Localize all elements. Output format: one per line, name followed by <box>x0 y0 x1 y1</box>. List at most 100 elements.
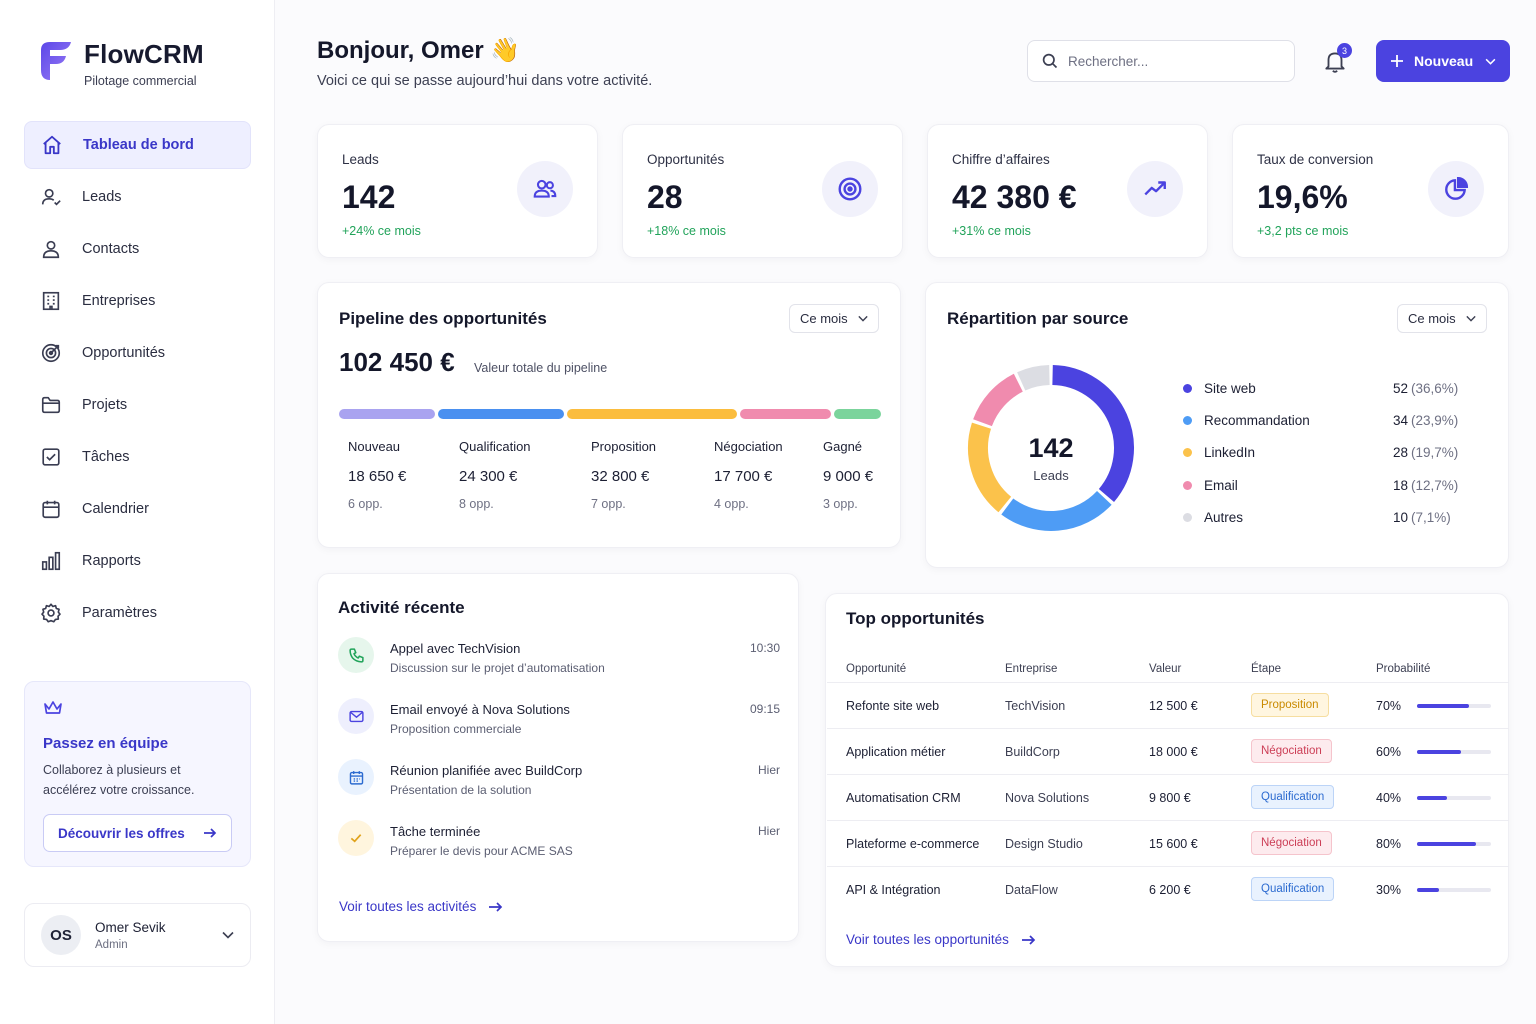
period-label: Ce mois <box>1408 311 1456 326</box>
activity-time: 09:15 <box>749 702 780 716</box>
activity-item[interactable]: Appel avec TechVision Discussion sur le … <box>338 637 780 687</box>
activity-title: Appel avec TechVision <box>390 641 521 656</box>
table-row[interactable]: Plateforme e-commerce Design Studio 15 6… <box>827 820 1509 866</box>
probability-value: 40% <box>1376 791 1402 805</box>
discover-offers-label: Découvrir les offres <box>58 825 185 841</box>
user-name: Omer Sevik <box>95 919 166 935</box>
pipeline-segment-4 <box>834 409 881 419</box>
legend-count: 28 <box>1393 445 1409 460</box>
notifications-button[interactable]: 3 <box>1322 43 1352 76</box>
probability-fill <box>1417 704 1469 708</box>
sidebar-item-taches[interactable]: Tâches <box>24 433 251 481</box>
donut-center-label: Leads <box>1033 468 1069 483</box>
opportunity-value: 6 200 € <box>1149 883 1191 897</box>
probability-bar <box>1417 704 1491 708</box>
column-header: Valeur <box>1149 663 1182 675</box>
activity-subtitle: Discussion sur le projet d’automatisatio… <box>390 661 605 675</box>
pipeline-segment-0 <box>339 409 436 419</box>
building-icon <box>40 290 62 312</box>
kpi-label: Taux de conversion <box>1257 152 1374 167</box>
brand-name: FlowCRM <box>84 39 204 69</box>
new-button-label: Nouveau <box>1414 53 1474 69</box>
phone-icon <box>338 637 374 673</box>
user-menu[interactable]: OS Omer Sevik Admin <box>24 903 251 967</box>
sidebar-item-label: Tâches <box>82 449 130 465</box>
sidebar-item-label: Calendrier <box>82 501 149 517</box>
stage-proposition: Proposition 32 800 € 7 opp. <box>591 439 656 511</box>
mail-icon <box>338 698 374 734</box>
view-all-activities-link[interactable]: Voir toutes les activités <box>339 899 503 914</box>
donut-slice-0 <box>1052 365 1134 502</box>
probability-bar <box>1417 796 1491 800</box>
sidebar-item-calendrier[interactable]: Calendrier <box>24 485 251 533</box>
page-subtitle: Voici ce qui se passe aujourd’hui dans v… <box>317 73 653 89</box>
bar-chart-icon <box>40 550 62 572</box>
activity-title: Email envoyé à Nova Solutions <box>390 702 570 717</box>
kpi-label: Opportunités <box>647 152 725 167</box>
discover-offers-button[interactable]: Découvrir les offres <box>43 814 232 852</box>
probability-fill <box>1417 750 1462 754</box>
sidebar-item-projets[interactable]: Projets <box>24 381 251 429</box>
promo-text: Collaborez à plusieurs et accélérez votr… <box>43 763 195 797</box>
flowcrm-logo-icon <box>41 42 71 80</box>
activity-item[interactable]: Email envoyé à Nova Solutions Propositio… <box>338 698 780 748</box>
checkbox-icon <box>40 446 62 468</box>
sidebar-item-label: Projets <box>82 397 128 413</box>
view-all-opportunities-link[interactable]: Voir toutes les opportunités <box>846 932 1036 947</box>
stage-value: 18 650 € <box>348 468 407 485</box>
legend-count: 18 <box>1393 478 1409 493</box>
table-row[interactable]: Automatisation CRM Nova Solutions 9 800 … <box>827 774 1509 820</box>
activity-card: Activité récente Appel avec TechVision D… <box>317 573 799 942</box>
check-icon <box>338 820 374 856</box>
opportunity-name: Application métier <box>846 745 946 759</box>
arrow-right-icon <box>204 828 217 838</box>
sidebar-item-parametres[interactable]: Paramètres <box>24 589 251 637</box>
donut-slice-4 <box>1017 365 1050 391</box>
sidebar-item-dashboard[interactable]: Tableau de bord <box>24 121 251 169</box>
table-row[interactable]: API & Intégration DataFlow 6 200 € Quali… <box>827 866 1509 912</box>
legend-count: 10 <box>1393 510 1409 525</box>
donut-slice-3 <box>973 373 1024 427</box>
kpi-card-chiffre-affaires[interactable]: Chiffre d’affaires 42 380 € +31% ce mois <box>927 124 1208 258</box>
sidebar-item-entreprises[interactable]: Entreprises <box>24 277 251 325</box>
sidebar-item-label: Opportunités <box>82 345 166 361</box>
stage-badge: Qualification <box>1251 785 1335 809</box>
search-input[interactable] <box>1068 53 1268 69</box>
activity-item[interactable]: Réunion planifiée avec BuildCorp Présent… <box>338 759 780 809</box>
stage-negociation: Négociation 17 700 € 4 opp. <box>714 439 783 511</box>
activity-time: Hier <box>757 824 780 838</box>
activity-subtitle: Proposition commerciale <box>390 722 522 736</box>
kpi-card-leads[interactable]: Leads 142 +24% ce mois <box>317 124 598 258</box>
legend-name: LinkedIn <box>1204 445 1256 460</box>
search-icon <box>1042 53 1058 69</box>
sidebar-nav: Tableau de bord Leads Contacts Entrepris… <box>24 121 251 641</box>
brand[interactable]: FlowCRM Pilotage commercial <box>38 40 204 88</box>
notification-badge: 3 <box>1337 43 1352 58</box>
pipeline-stage-bar <box>339 409 881 419</box>
kpi-card-conversion[interactable]: Taux de conversion 19,6% +3,2 pts ce moi… <box>1232 124 1509 258</box>
sidebar-item-contacts[interactable]: Contacts <box>24 225 251 273</box>
stage-name: Proposition <box>591 439 657 454</box>
pipeline-period-select[interactable]: Ce mois <box>789 304 879 333</box>
kpi-value: 19,6% <box>1257 179 1348 215</box>
activity-item[interactable]: Tâche terminée Préparer le devis pour AC… <box>338 820 780 870</box>
new-button[interactable]: Nouveau <box>1376 40 1510 82</box>
sidebar-item-rapports[interactable]: Rapports <box>24 537 251 585</box>
activity-subtitle: Présentation de la solution <box>390 783 532 797</box>
chevron-down-icon <box>858 315 868 322</box>
table-row[interactable]: Application métier BuildCorp 18 000 € Né… <box>827 728 1509 774</box>
search-box[interactable] <box>1027 40 1295 82</box>
chevron-down-icon <box>222 931 234 939</box>
legend-dot <box>1183 513 1192 522</box>
contact-icon <box>40 238 62 260</box>
arrow-right-icon <box>1021 934 1036 945</box>
sidebar-item-leads[interactable]: Leads <box>24 173 251 221</box>
kpi-card-opportunites[interactable]: Opportunités 28 +18% ce mois <box>622 124 903 258</box>
donut-center-value: 142 <box>1028 433 1074 463</box>
table-row[interactable]: Refonte site web TechVision 12 500 € Pro… <box>827 682 1509 728</box>
probability-value: 70% <box>1376 699 1402 713</box>
column-header: Entreprise <box>1005 663 1058 675</box>
sidebar-item-opportunites[interactable]: Opportunités <box>24 329 251 377</box>
calendar-icon <box>40 498 62 520</box>
sources-period-select[interactable]: Ce mois <box>1397 304 1487 333</box>
